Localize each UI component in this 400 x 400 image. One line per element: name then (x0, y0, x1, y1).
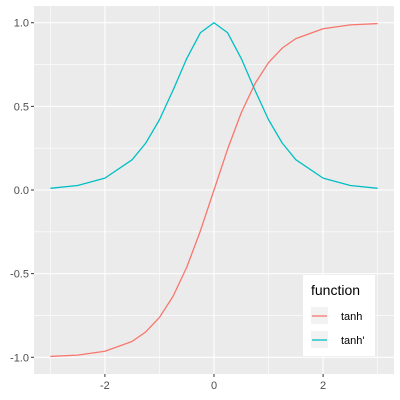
x-axis: -2 0 2 (100, 374, 326, 392)
y-tick-label: -1.0 (10, 352, 29, 364)
y-axis: -1.0 -0.5 0.0 0.5 1.0 (10, 18, 34, 364)
legend-entry-label: tanh (341, 311, 362, 323)
legend-entry-label: tanh' (341, 335, 365, 347)
series-line-tanh (50, 22, 378, 358)
x-tick-label: 2 (320, 380, 326, 392)
series-line-tanh-derivative (50, 22, 378, 189)
y-tick-label: -0.5 (10, 269, 29, 281)
x-tick-label: 0 (211, 380, 217, 392)
legend-title: function (311, 282, 360, 298)
y-tick-label: 0.0 (14, 185, 29, 197)
legend: function tanh tanh' (303, 275, 375, 356)
x-tick-label: -2 (100, 380, 110, 392)
y-tick-label: 0.5 (14, 101, 29, 113)
y-tick-label: 1.0 (14, 18, 29, 30)
series-lines (50, 22, 378, 358)
